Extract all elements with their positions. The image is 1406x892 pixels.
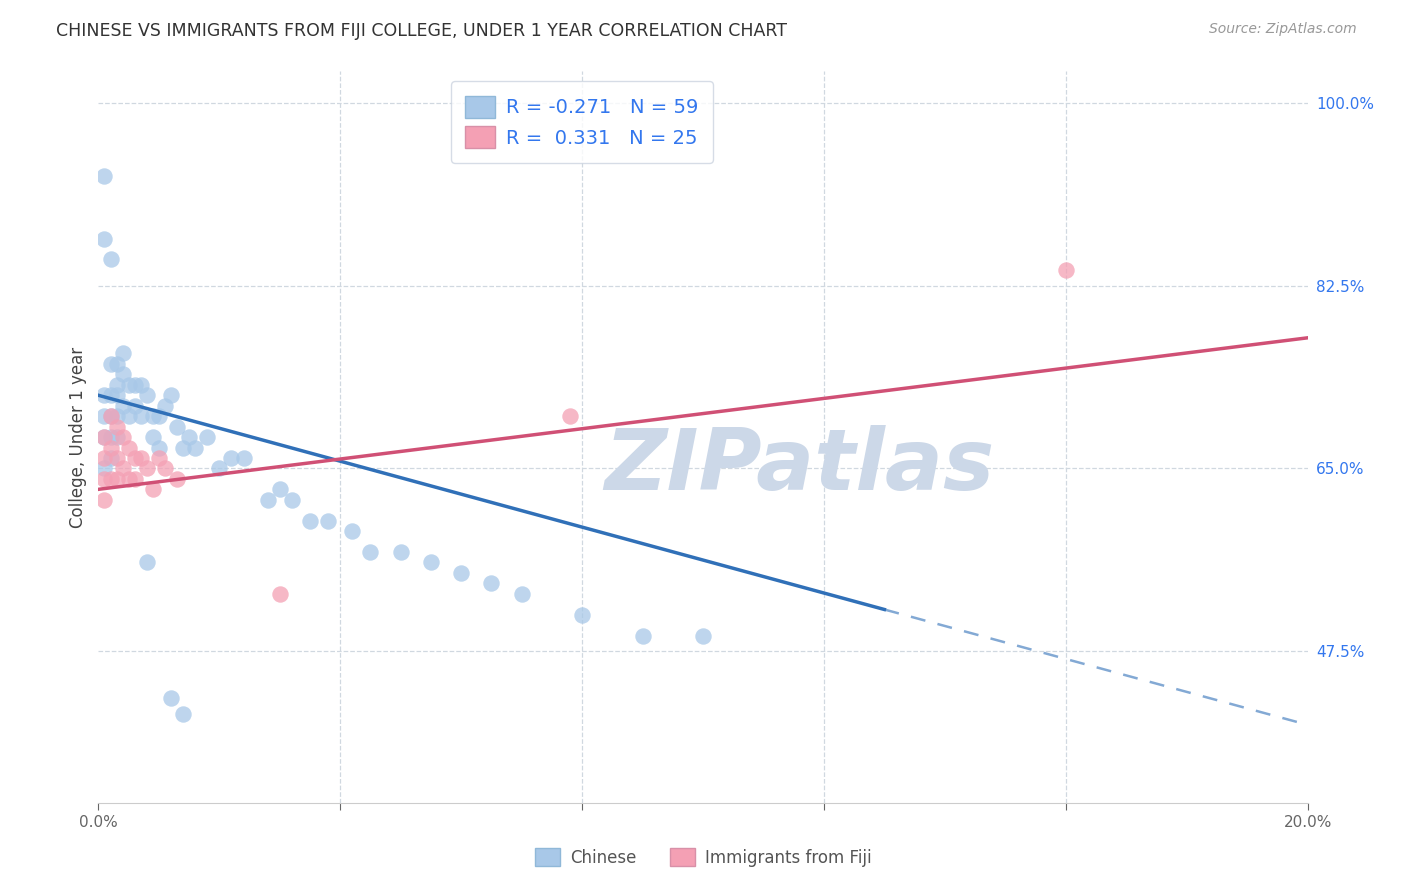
Point: [299, 514, 322, 528]
Point: [172, 706, 194, 721]
Point: [148, 409, 170, 424]
Point: [105, 409, 128, 424]
Point: [124, 450, 146, 465]
Point: [100, 430, 122, 444]
Text: CHINESE VS IMMIGRANTS FROM FIJI COLLEGE, UNDER 1 YEAR CORRELATION CHART: CHINESE VS IMMIGRANTS FROM FIJI COLLEGE,…: [56, 22, 787, 40]
Point: [118, 472, 141, 486]
Point: [256, 492, 278, 507]
Point: [221, 450, 243, 465]
Point: [129, 409, 152, 424]
Point: [118, 409, 141, 424]
Point: [93, 169, 115, 183]
Point: [179, 430, 201, 444]
Point: [105, 419, 128, 434]
Point: [1054, 263, 1077, 277]
Point: [93, 450, 115, 465]
Point: [118, 441, 141, 455]
Point: [148, 450, 170, 465]
Point: [142, 430, 165, 444]
Point: [111, 346, 134, 360]
Point: [571, 607, 593, 622]
Point: [184, 441, 207, 455]
Point: [510, 587, 533, 601]
Point: [100, 441, 122, 455]
Point: [100, 409, 122, 424]
Point: [166, 419, 188, 434]
Point: [389, 545, 412, 559]
Point: [105, 357, 128, 371]
Point: [100, 450, 122, 465]
Point: [100, 357, 122, 371]
Point: [450, 566, 472, 580]
Point: [135, 461, 157, 475]
Point: [93, 492, 115, 507]
Point: [93, 231, 115, 245]
Point: [142, 409, 165, 424]
Point: [100, 252, 122, 267]
Point: [93, 472, 115, 486]
Point: [172, 441, 194, 455]
Point: [111, 430, 134, 444]
Legend: Chinese, Immigrants from Fiji: Chinese, Immigrants from Fiji: [526, 839, 880, 875]
Point: [232, 450, 254, 465]
Point: [692, 629, 714, 643]
Point: [105, 450, 128, 465]
Point: [208, 461, 231, 475]
Point: [105, 472, 128, 486]
Point: [100, 409, 122, 424]
Point: [342, 524, 364, 538]
Point: [160, 691, 183, 706]
Point: [153, 461, 176, 475]
Point: [142, 483, 165, 497]
Point: [160, 388, 183, 402]
Point: [420, 556, 443, 570]
Point: [316, 514, 339, 528]
Point: [105, 388, 128, 402]
Point: [166, 472, 188, 486]
Point: [631, 629, 654, 643]
Point: [111, 399, 134, 413]
Point: [269, 483, 291, 497]
Point: [105, 430, 128, 444]
Point: [93, 430, 115, 444]
Point: [93, 430, 115, 444]
Point: [100, 472, 122, 486]
Point: [124, 399, 146, 413]
Point: [93, 388, 115, 402]
Point: [481, 576, 503, 591]
Point: [269, 587, 291, 601]
Point: [129, 377, 152, 392]
Point: [360, 545, 382, 559]
Y-axis label: College, Under 1 year: College, Under 1 year: [69, 346, 87, 528]
Text: Source: ZipAtlas.com: Source: ZipAtlas.com: [1209, 22, 1357, 37]
Point: [111, 461, 134, 475]
Text: ZIPatlas: ZIPatlas: [605, 425, 995, 508]
Point: [281, 492, 304, 507]
Point: [93, 461, 115, 475]
Point: [153, 399, 176, 413]
Point: [105, 377, 128, 392]
Point: [135, 556, 157, 570]
Point: [124, 377, 146, 392]
Point: [118, 377, 141, 392]
Point: [148, 441, 170, 455]
Point: [100, 388, 122, 402]
Point: [93, 409, 115, 424]
Point: [111, 368, 134, 382]
Point: [195, 430, 218, 444]
Point: [135, 388, 157, 402]
Point: [129, 450, 152, 465]
Point: [124, 472, 146, 486]
Point: [558, 409, 581, 424]
